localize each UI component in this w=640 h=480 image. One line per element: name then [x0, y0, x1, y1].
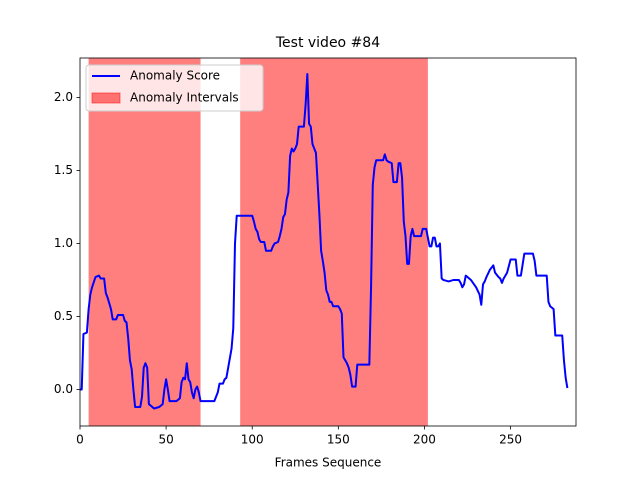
x-tick-label: 50 [158, 433, 173, 447]
y-tick-label: 1.5 [54, 163, 73, 177]
legend-label: Anomaly Intervals [130, 91, 239, 105]
x-tick-label: 0 [76, 433, 84, 447]
legend-box [85, 64, 264, 112]
plot-frame [79, 57, 577, 427]
legend-label: Anomaly Score [130, 69, 220, 83]
y-tick-label: 1.0 [54, 236, 73, 250]
chart-title: Test video #84 [275, 35, 380, 51]
legend-patch [91, 92, 121, 104]
anomaly-interval [88, 58, 201, 426]
x-tick-label: 200 [413, 433, 436, 447]
x-tick-label: 150 [327, 433, 350, 447]
anomaly-interval [240, 58, 428, 426]
x-axis-label: Frames Sequence [275, 456, 382, 470]
x-tick-label: 250 [499, 433, 522, 447]
y-tick-label: 0.5 [54, 309, 73, 323]
score-line [80, 73, 569, 410]
y-tick-label: 2.0 [54, 90, 73, 104]
x-tick-label: 100 [241, 433, 264, 447]
y-tick-label: 0.0 [54, 382, 73, 396]
